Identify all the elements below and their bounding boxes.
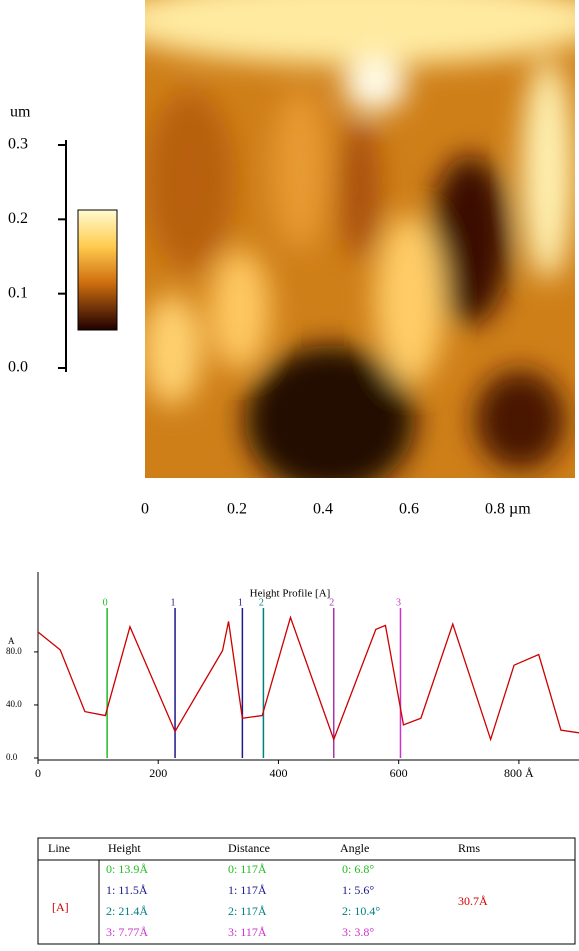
image-x-tick-label: 0.6 [399, 501, 419, 518]
color-bar [77, 209, 118, 331]
profile-line [37, 615, 579, 742]
x-tick-label: 600 [390, 766, 408, 780]
image-x-tick-label: 0.8 µm [485, 501, 531, 518]
x-tick-label: 400 [269, 766, 287, 780]
rms-value: 30.7Å [458, 894, 488, 908]
height-cell: 0: 13.9Å [106, 862, 148, 876]
x-tick-label: 800 Å [504, 766, 534, 780]
height-cell: 3: 7.77Å [106, 925, 148, 939]
scale-tick-label: 0.2 [8, 210, 28, 227]
scale-tick-label: 0.3 [8, 136, 28, 153]
table-header: Line [48, 841, 70, 855]
scale-tick-label: 0.1 [8, 284, 28, 301]
angle-cell: 2: 10.4° [342, 904, 380, 918]
cursor-label: 2 [329, 597, 334, 608]
table-header: Rms [458, 841, 480, 855]
y-tick-label: 40.0 [6, 699, 22, 709]
table-header: Distance [228, 841, 270, 855]
image-x-tick-label: 0.4 [313, 501, 333, 518]
scale-tick-label: 0.0 [8, 359, 28, 376]
x-tick-label: 0 [35, 766, 41, 780]
height-cell: 2: 21.4Å [106, 904, 148, 918]
y-tick-label: 0.0 [6, 752, 18, 762]
distance-cell: 0: 117Å [228, 862, 267, 876]
y-tick-label: 80.0 [6, 646, 22, 656]
afm-image [145, 0, 575, 478]
distance-cell: 3: 117Å [228, 925, 267, 939]
scale-label: um [10, 104, 31, 121]
y-label: A [8, 636, 15, 646]
angle-cell: 0: 6.8° [342, 862, 374, 876]
cursor-label: 3 [396, 597, 401, 608]
cursor-label: 0 [103, 597, 108, 608]
table-cell-frame [98, 859, 576, 945]
profile-title: Height Profile [A] [250, 588, 331, 600]
distance-cell: 2: 117Å [228, 904, 267, 918]
cursor-label: 2 [259, 597, 264, 608]
cursor-label: 1 [171, 597, 176, 608]
table-header: Angle [340, 841, 369, 855]
image-x-tick-label: 0 [141, 501, 149, 518]
angle-cell: 1: 5.6° [342, 883, 374, 897]
distance-cell: 1: 117Å [228, 883, 267, 897]
line-name: [A] [52, 900, 69, 914]
table-header: Height [108, 841, 141, 855]
image-x-tick-label: 0.2 [227, 501, 247, 518]
angle-cell: 3: 3.8° [342, 925, 374, 939]
height-cell: 1: 11.5Å [106, 883, 148, 897]
cursor-label: 1 [238, 597, 243, 608]
x-tick-label: 200 [149, 766, 167, 780]
